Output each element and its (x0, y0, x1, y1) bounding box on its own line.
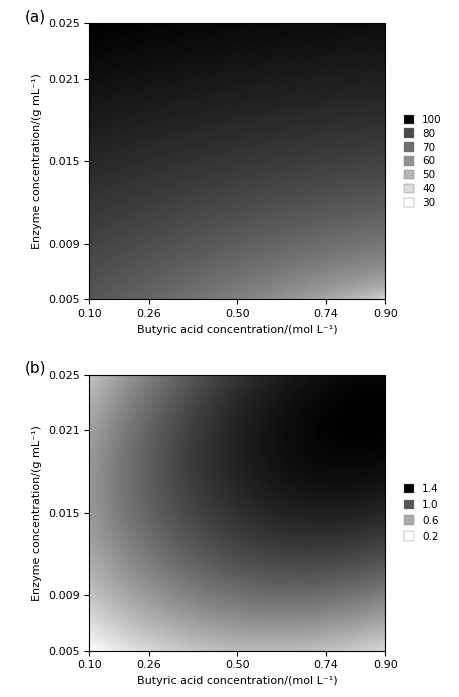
X-axis label: Butyric acid concentration/(mol L⁻¹): Butyric acid concentration/(mol L⁻¹) (137, 325, 338, 335)
Y-axis label: Enzyme concentration/(g mL⁻¹): Enzyme concentration/(g mL⁻¹) (32, 73, 42, 250)
Legend: 100, 80, 70, 60, 50, 40, 30: 100, 80, 70, 60, 50, 40, 30 (399, 110, 446, 212)
Legend: 1.4, 1.0, 0.6, 0.2: 1.4, 1.0, 0.6, 0.2 (399, 480, 443, 546)
X-axis label: Butyric acid concentration/(mol L⁻¹): Butyric acid concentration/(mol L⁻¹) (137, 676, 338, 686)
Y-axis label: Enzyme concentration/(g mL⁻¹): Enzyme concentration/(g mL⁻¹) (32, 424, 42, 601)
Text: (a): (a) (24, 10, 45, 24)
Text: (b): (b) (24, 361, 46, 376)
